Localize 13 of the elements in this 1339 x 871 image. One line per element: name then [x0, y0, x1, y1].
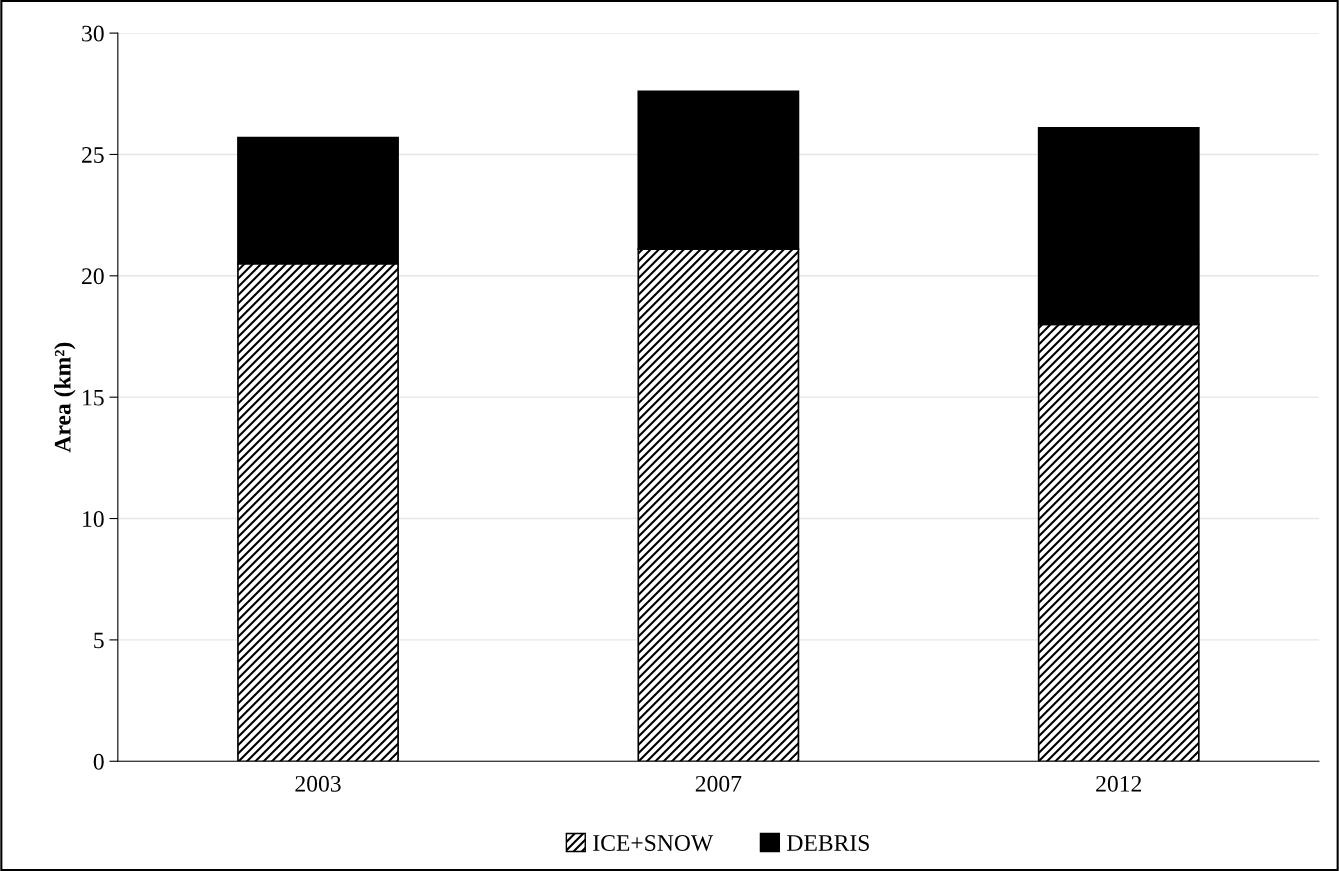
x-tick-label: 2003 — [295, 775, 341, 792]
y-tick-label: 5 — [94, 632, 104, 649]
y-tick-label: 20 — [82, 268, 104, 285]
x-tick-label: 2012 — [1096, 775, 1142, 792]
y-tick-label: 15 — [83, 389, 104, 406]
y-tick-label: 25 — [82, 147, 104, 163]
legend-label: DEBRIS — [787, 835, 869, 851]
x-tick-label: 2007 — [695, 775, 742, 792]
legend-label: ICE+SNOW — [593, 835, 714, 852]
y-tick-label: 10 — [83, 511, 104, 527]
y-tick-label: 30 — [82, 25, 104, 42]
y-axis-title: Area (km²) — [54, 342, 76, 453]
y-tick-label: 0 — [93, 753, 104, 770]
